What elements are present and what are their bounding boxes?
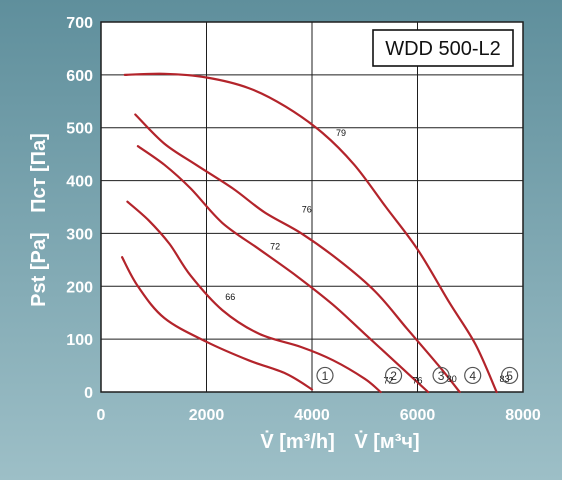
y-tick-label: 700 — [66, 15, 93, 32]
x-tick-label: 6000 — [400, 407, 436, 424]
tick-labels: 0 2000 4000 6000 8000 0 100 200 300 400 500 600 700 — [66, 15, 541, 424]
curve-marker-3: 3 — [432, 366, 450, 385]
svg-text:3: 3 — [438, 369, 445, 383]
y-tick-label: 100 — [66, 332, 93, 349]
curve-efficiency-label: 72 — [270, 242, 280, 252]
x-tick-label: 2000 — [189, 407, 225, 424]
curve-marker-5: 5 — [501, 366, 519, 385]
fan-curve-3 — [136, 145, 430, 394]
svg-text:1: 1 — [322, 369, 329, 383]
curve-efficiency-label: 80 — [447, 374, 457, 384]
curve-efficiency-label: 72 — [383, 375, 393, 385]
x-tick-label: 8000 — [505, 407, 541, 424]
y-axis-label-ru: Пст [Па] — [28, 133, 50, 213]
svg-text:5: 5 — [506, 369, 513, 383]
svg-text:4: 4 — [469, 369, 476, 383]
curve-efficiency-label: 79 — [336, 128, 346, 138]
y-tick-label: 500 — [66, 121, 93, 138]
fan-curve-4 — [134, 113, 461, 394]
curve-marker-1: 1 — [316, 366, 334, 385]
curve-efficiency-label: 76 — [412, 375, 422, 385]
curve-marker-4: 4 — [464, 366, 482, 385]
y-tick-label: 600 — [66, 68, 93, 85]
grid — [100, 21, 524, 393]
fan-curve-5 — [123, 72, 498, 394]
x-axis-label: V̇ [m³/h] V̇ [м³ч] — [260, 429, 419, 453]
x-tick-label: 0 — [97, 407, 106, 424]
x-axis-label-ru: V̇ [м³ч] — [354, 429, 419, 453]
x-tick-label: 4000 — [294, 407, 330, 424]
chart-title: WDD 500-L2 — [385, 38, 501, 60]
fan-curve-2 — [126, 200, 382, 394]
curve-efficiency-label: 66 — [225, 292, 235, 302]
curve-labels: 66 72 76 79 72 76 80 83 — [225, 128, 509, 385]
fan-curve-1 — [121, 256, 314, 391]
y-tick-label: 0 — [84, 385, 93, 402]
title-box: WDD 500-L2 — [372, 29, 514, 67]
y-tick-label: 400 — [66, 174, 93, 191]
curve-marker-2: 2 — [384, 366, 403, 385]
curve-markers: 1 2 3 4 5 — [316, 366, 519, 385]
curve-efficiency-label: 83 — [500, 374, 510, 384]
curves — [121, 72, 498, 394]
curve-efficiency-label: 76 — [302, 205, 312, 215]
y-tick-label: 300 — [66, 226, 93, 243]
x-axis-label-en: V̇ [m³/h] — [260, 429, 334, 453]
y-tick-label: 200 — [66, 279, 93, 296]
y-axis-label-en: Pst [Pa] — [28, 232, 50, 306]
y-axis-label: Pst [Pa] Пст [Па] — [28, 133, 50, 307]
svg-text:2: 2 — [390, 369, 397, 383]
